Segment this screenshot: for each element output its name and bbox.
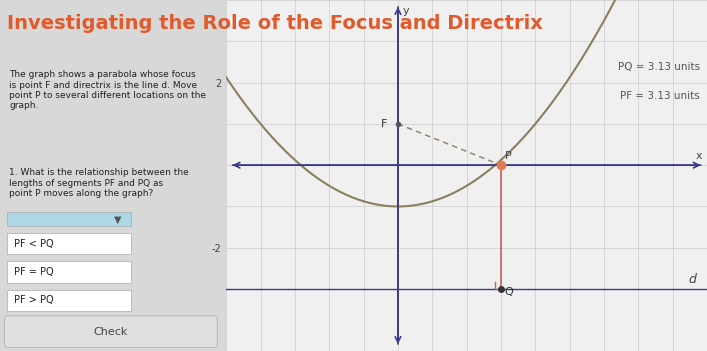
- Text: PF > PQ: PF > PQ: [13, 295, 53, 305]
- Text: PF < PQ: PF < PQ: [13, 239, 53, 249]
- Text: x: x: [695, 151, 702, 161]
- Text: y: y: [403, 6, 410, 16]
- FancyBboxPatch shape: [7, 212, 132, 226]
- Text: F: F: [381, 119, 387, 129]
- Text: d: d: [689, 273, 696, 286]
- Text: PF = 3.13 units: PF = 3.13 units: [620, 91, 700, 101]
- Text: The graph shows a parabola whose focus
is point F and directrix is the line d. M: The graph shows a parabola whose focus i…: [9, 70, 206, 111]
- Text: ▼: ▼: [114, 214, 122, 224]
- FancyBboxPatch shape: [7, 290, 132, 311]
- FancyBboxPatch shape: [7, 233, 132, 254]
- Text: Check: Check: [93, 327, 128, 337]
- Text: Q: Q: [504, 287, 513, 297]
- FancyBboxPatch shape: [7, 261, 132, 283]
- Text: 1. What is the relationship between the
lengths of segments PF and PQ as
point P: 1. What is the relationship between the …: [9, 168, 189, 198]
- Text: Investigating the Role of the Focus and Directrix: Investigating the Role of the Focus and …: [7, 14, 543, 33]
- Text: PF = PQ: PF = PQ: [13, 267, 53, 277]
- FancyBboxPatch shape: [4, 316, 217, 347]
- Text: P: P: [504, 151, 511, 161]
- Text: PQ = 3.13 units: PQ = 3.13 units: [618, 62, 700, 72]
